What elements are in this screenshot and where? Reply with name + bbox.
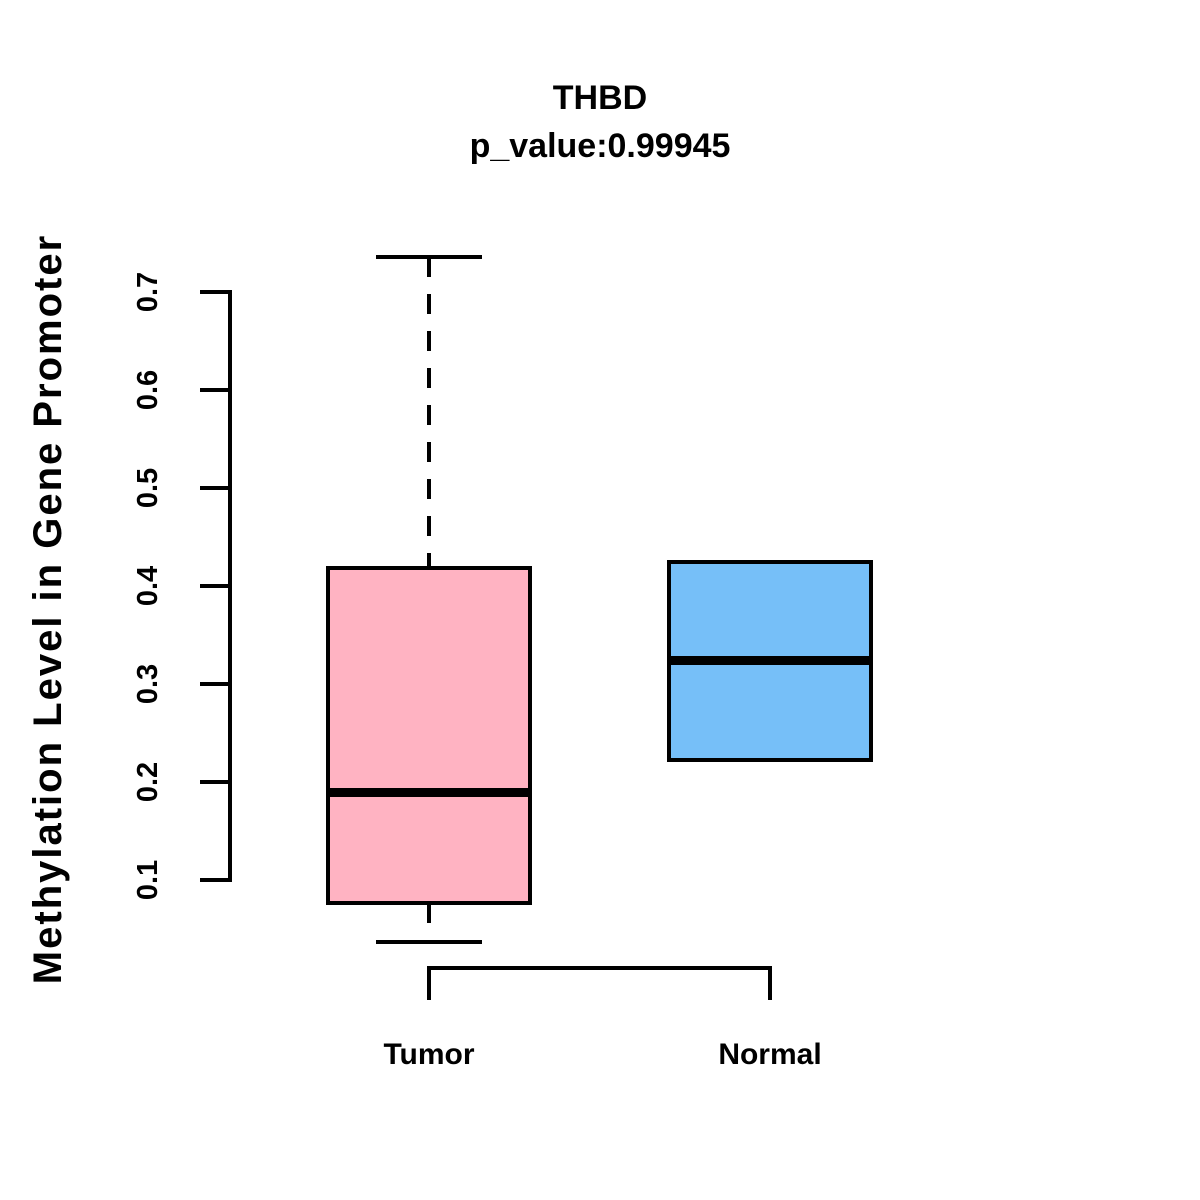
whisker-lower-tumor (427, 902, 431, 942)
y-axis-tick (200, 290, 230, 294)
whisker-upper-tumor (427, 256, 431, 569)
y-axis-tick (200, 780, 230, 784)
box-tumor (326, 566, 532, 905)
median-normal (669, 656, 871, 666)
y-axis-label: Methylation Level in Gene Promoter (26, 233, 70, 985)
median-tumor (328, 787, 530, 797)
y-axis-tick-label: 0.1 (132, 859, 164, 901)
x-category-label-tumor: Tumor (383, 1038, 475, 1071)
y-axis-tick-label: 0.2 (132, 761, 164, 803)
y-axis-tick-label: 0.6 (132, 369, 164, 411)
y-axis-tick-label: 0.7 (132, 271, 164, 313)
y-axis-tick-label: 0.5 (132, 467, 164, 509)
whisker-cap-upper-tumor (376, 254, 482, 259)
y-axis-tick (200, 878, 230, 882)
x-category-label-normal: Normal (718, 1038, 822, 1071)
chart-title-block: THBD p_value:0.99945 (200, 74, 1000, 170)
whisker-cap-lower-tumor (376, 939, 482, 944)
y-axis-tick-label: 0.4 (132, 565, 164, 607)
x-axis-tick-tumor (427, 966, 431, 1000)
y-axis-tick (200, 682, 230, 686)
chart-subtitle-pvalue: p_value:0.99945 (469, 127, 731, 165)
y-axis-tick (200, 584, 230, 588)
x-axis-line (428, 966, 772, 970)
chart-title: THBD (552, 79, 648, 117)
y-axis-line (228, 290, 232, 882)
y-axis-tick (200, 486, 230, 490)
y-axis-tick (200, 388, 230, 392)
y-axis-tick-label: 0.3 (132, 663, 164, 705)
x-axis-tick-normal (768, 966, 772, 1000)
